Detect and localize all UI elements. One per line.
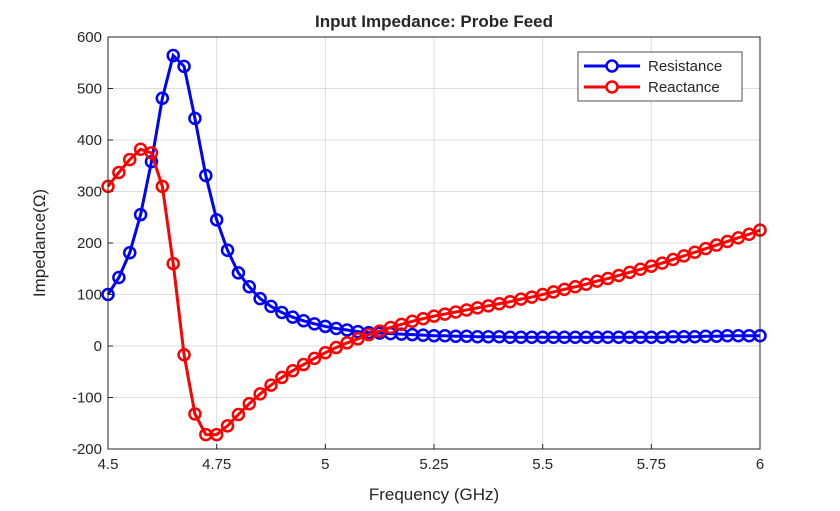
data-point-resistance bbox=[155, 91, 170, 106]
y-tick-label: 200 bbox=[77, 235, 102, 252]
legend-label: Reactance bbox=[648, 79, 720, 96]
x-axis-label: Frequency (GHz) bbox=[369, 485, 499, 504]
data-point-resistance bbox=[209, 213, 224, 227]
data-point-reactance bbox=[285, 363, 300, 378]
data-point-reactance bbox=[231, 407, 246, 422]
series-line-resistance bbox=[106, 52, 760, 339]
data-point-reactance bbox=[209, 427, 224, 442]
chart-title: Input Impedance: Probe Feed bbox=[315, 12, 553, 31]
data-point-reactance bbox=[318, 345, 333, 360]
legend-marker bbox=[605, 80, 619, 94]
y-tick-label: 500 bbox=[77, 81, 102, 98]
data-point-reactance bbox=[351, 332, 365, 346]
ticks: 4.5 4.75 5 5.25 5.5 5.75 6 -200 -100 0 100 200 300 40… bbox=[72, 29, 764, 473]
data-point-resistance bbox=[188, 111, 202, 126]
data-point-resistance bbox=[112, 270, 126, 285]
x-tick-label: 4.5 bbox=[98, 456, 119, 473]
data-point-reactance bbox=[296, 357, 311, 372]
x-tick-label: 6 bbox=[756, 456, 764, 473]
x-tick-label: 4.75 bbox=[202, 456, 231, 473]
data-point-reactance bbox=[275, 370, 289, 385]
data-point-resistance bbox=[199, 168, 213, 183]
data-point-reactance bbox=[264, 378, 278, 392]
data-point-resistance bbox=[264, 299, 278, 314]
y-tick-label: -200 bbox=[72, 441, 102, 458]
data-point-reactance bbox=[177, 348, 191, 362]
y-tick-label: 300 bbox=[77, 184, 102, 201]
data-point-reactance bbox=[253, 387, 267, 401]
data-point-reactance bbox=[155, 179, 170, 194]
data-point-reactance bbox=[329, 340, 343, 355]
data-point-reactance bbox=[112, 165, 126, 180]
data-point-reactance bbox=[188, 407, 202, 421]
data-point-reactance bbox=[220, 419, 235, 433]
data-point-resistance bbox=[177, 59, 191, 74]
grid bbox=[107, 36, 761, 450]
y-tick-label: -100 bbox=[72, 390, 102, 407]
legend-marker bbox=[605, 59, 619, 73]
x-tick-label: 5.75 bbox=[637, 456, 666, 473]
data-point-resistance bbox=[133, 207, 148, 222]
legend: Resistance Reactance bbox=[577, 51, 743, 102]
y-tick-label: 400 bbox=[77, 132, 102, 149]
y-axis-label: Impedance(Ω) bbox=[30, 189, 49, 297]
x-tick-label: 5.5 bbox=[532, 456, 553, 473]
data-point-reactance bbox=[122, 152, 137, 167]
plot-box bbox=[107, 36, 761, 450]
data-point-reactance bbox=[166, 256, 180, 271]
x-tick-label: 5.25 bbox=[419, 456, 448, 473]
legend-label: Resistance bbox=[648, 58, 722, 75]
data-point-reactance bbox=[307, 351, 322, 366]
data-point-reactance bbox=[242, 396, 257, 411]
y-tick-label: 100 bbox=[77, 287, 102, 304]
data-point-resistance bbox=[242, 280, 257, 294]
data-point-resistance bbox=[275, 305, 289, 320]
data-point-resistance bbox=[122, 246, 137, 260]
data-point-resistance bbox=[166, 48, 180, 63]
data-point-reactance bbox=[742, 227, 756, 241]
x-tick-label: 5 bbox=[321, 456, 329, 473]
y-tick-label: 600 bbox=[77, 29, 102, 46]
data-point-resistance bbox=[231, 266, 246, 280]
data-point-reactance bbox=[340, 336, 354, 350]
data-point-reactance bbox=[144, 146, 159, 160]
series-layer bbox=[101, 48, 767, 442]
data-point-resistance bbox=[253, 291, 267, 306]
series-line-reactance bbox=[106, 147, 761, 437]
y-tick-label: 0 bbox=[94, 338, 102, 355]
data-point-resistance bbox=[220, 243, 235, 257]
